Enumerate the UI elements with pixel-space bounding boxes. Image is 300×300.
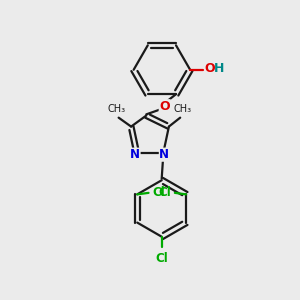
Text: N: N: [159, 148, 170, 161]
Text: Cl: Cl: [158, 186, 171, 200]
Text: O: O: [204, 62, 215, 75]
Text: H: H: [214, 62, 224, 75]
Text: O: O: [159, 100, 170, 113]
Text: CH₃: CH₃: [107, 103, 125, 113]
Text: CH₃: CH₃: [173, 103, 192, 113]
Text: N: N: [130, 148, 140, 161]
Text: Cl: Cl: [152, 186, 165, 200]
Text: Cl: Cl: [155, 253, 168, 266]
